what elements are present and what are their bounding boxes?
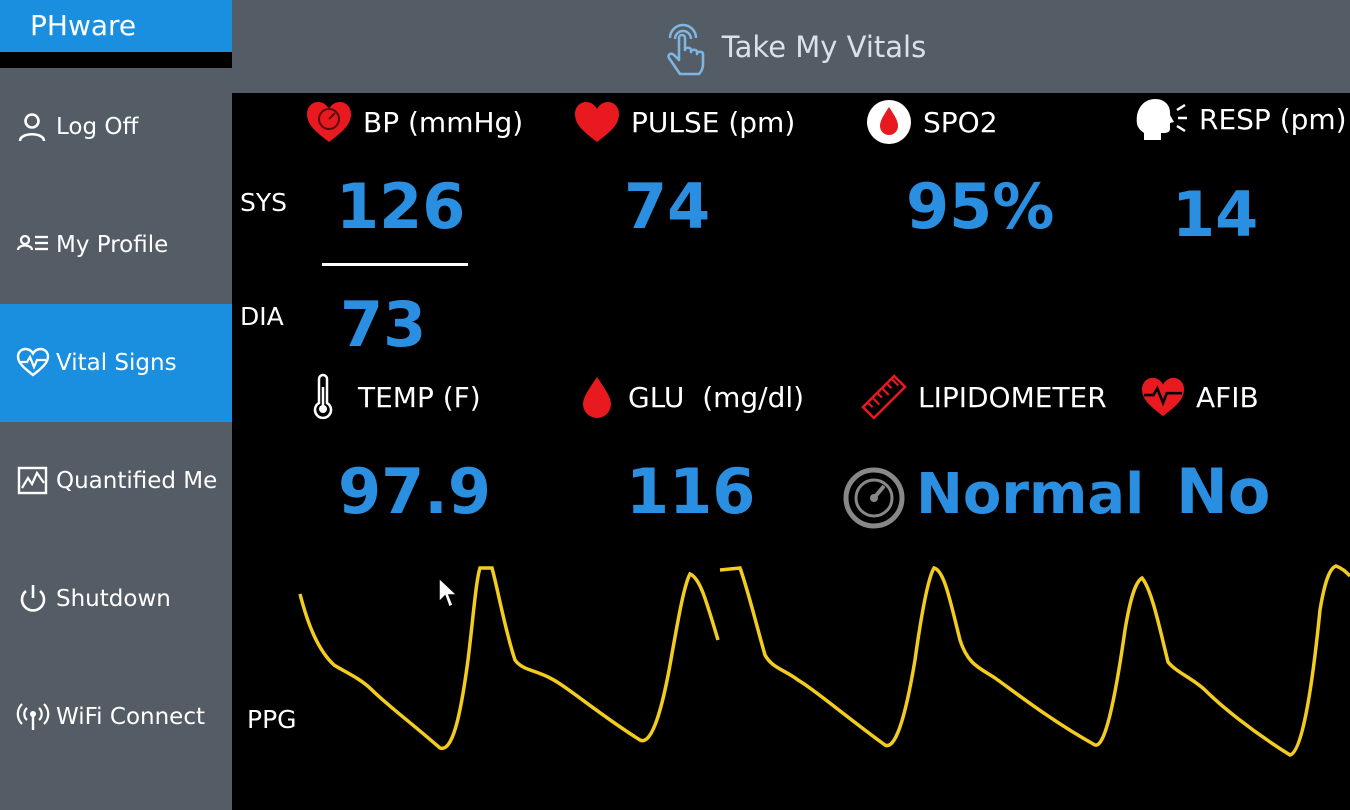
afib-value: No bbox=[1176, 455, 1271, 528]
glu-label: GLU (mg/dl) bbox=[580, 372, 804, 422]
ppg-label: PPG bbox=[247, 705, 297, 734]
resp-value: 14 bbox=[1172, 178, 1259, 251]
sidebar-item-log-off[interactable]: Log Off bbox=[0, 68, 232, 186]
bp-dia-value: 73 bbox=[340, 288, 427, 361]
wifi-icon bbox=[16, 703, 50, 730]
sidebar-item-label: Log Off bbox=[56, 114, 139, 140]
mouse-cursor-icon bbox=[438, 576, 459, 609]
gauge-icon bbox=[843, 467, 905, 529]
ppg-trace-segment-1 bbox=[298, 566, 720, 750]
temp-label-text: TEMP (F) bbox=[358, 380, 481, 414]
blood-drop-icon bbox=[583, 377, 611, 418]
afib-label: AFIB bbox=[1140, 372, 1259, 422]
sidebar: PHware Log Off My Profile Vital Signs Q bbox=[0, 0, 232, 810]
sidebar-item-label: Quantified Me bbox=[56, 468, 218, 494]
spo2-label-text: SPO2 bbox=[923, 105, 998, 139]
lipid-label-text: LIPIDOMETER bbox=[918, 380, 1107, 414]
sidebar-item-label: Vital Signs bbox=[56, 350, 177, 376]
sidebar-item-vital-signs[interactable]: Vital Signs bbox=[0, 304, 232, 422]
blood-drop-circle-icon bbox=[867, 100, 911, 144]
temp-value: 97.9 bbox=[338, 455, 491, 528]
sidebar-item-shutdown[interactable]: Shutdown bbox=[0, 540, 232, 658]
sidebar-item-wifi-connect[interactable]: WiFi Connect bbox=[0, 658, 232, 776]
temp-label: TEMP (F) bbox=[310, 372, 481, 422]
chart-icon bbox=[17, 466, 48, 495]
brand-divider bbox=[0, 52, 232, 68]
sidebar-item-quantified-me[interactable]: Quantified Me bbox=[0, 422, 232, 540]
dia-label: DIA bbox=[240, 302, 284, 331]
thermometer-icon bbox=[313, 373, 333, 420]
bp-label: BP (mmHg) bbox=[305, 97, 523, 147]
afib-label-text: AFIB bbox=[1196, 380, 1259, 414]
lipid-label: LIPIDOMETER bbox=[860, 372, 1107, 422]
sidebar-item-label: My Profile bbox=[56, 232, 169, 258]
resp-label: RESP (pm) bbox=[1133, 94, 1347, 144]
sidebar-item-my-profile[interactable]: My Profile bbox=[0, 186, 232, 304]
resp-label-text: RESP (pm) bbox=[1199, 102, 1347, 136]
page-title: Take My Vitals bbox=[721, 29, 927, 64]
sidebar-item-label: Shutdown bbox=[56, 586, 171, 612]
pulse-label: PULSE (pm) bbox=[573, 97, 795, 147]
pulse-value: 74 bbox=[624, 170, 711, 243]
profile-list-icon bbox=[16, 234, 48, 251]
heart-gauge-icon bbox=[307, 102, 351, 142]
bp-sys-value: 126 bbox=[336, 170, 466, 243]
bp-label-text: BP (mmHg) bbox=[363, 105, 524, 139]
app-brand: PHware bbox=[0, 0, 232, 52]
tap-hand-icon bbox=[666, 23, 705, 75]
ppg-waveform bbox=[298, 564, 1350, 757]
header-take-my-vitals[interactable]: Take My Vitals bbox=[232, 0, 1350, 93]
heart-pulse-icon bbox=[16, 347, 50, 377]
pulse-label-text: PULSE (pm) bbox=[631, 105, 796, 139]
heart-icon bbox=[575, 102, 619, 142]
power-icon bbox=[20, 585, 46, 612]
bp-divider bbox=[322, 263, 468, 266]
ruler-icon bbox=[861, 374, 907, 420]
speaking-head-icon bbox=[1136, 99, 1187, 140]
glu-value: 116 bbox=[626, 455, 756, 528]
heart-pulse-red-icon bbox=[1142, 377, 1184, 417]
glu-label-text: GLU (mg/dl) bbox=[628, 380, 805, 414]
ppg-trace-segment-2 bbox=[719, 564, 1350, 757]
lipid-value: Normal bbox=[916, 462, 1145, 527]
person-icon bbox=[18, 113, 46, 142]
sys-label: SYS bbox=[240, 188, 288, 217]
sidebar-item-label: WiFi Connect bbox=[56, 704, 205, 730]
spo2-label: SPO2 bbox=[865, 97, 998, 147]
spo2-value: 95% bbox=[906, 170, 1055, 243]
